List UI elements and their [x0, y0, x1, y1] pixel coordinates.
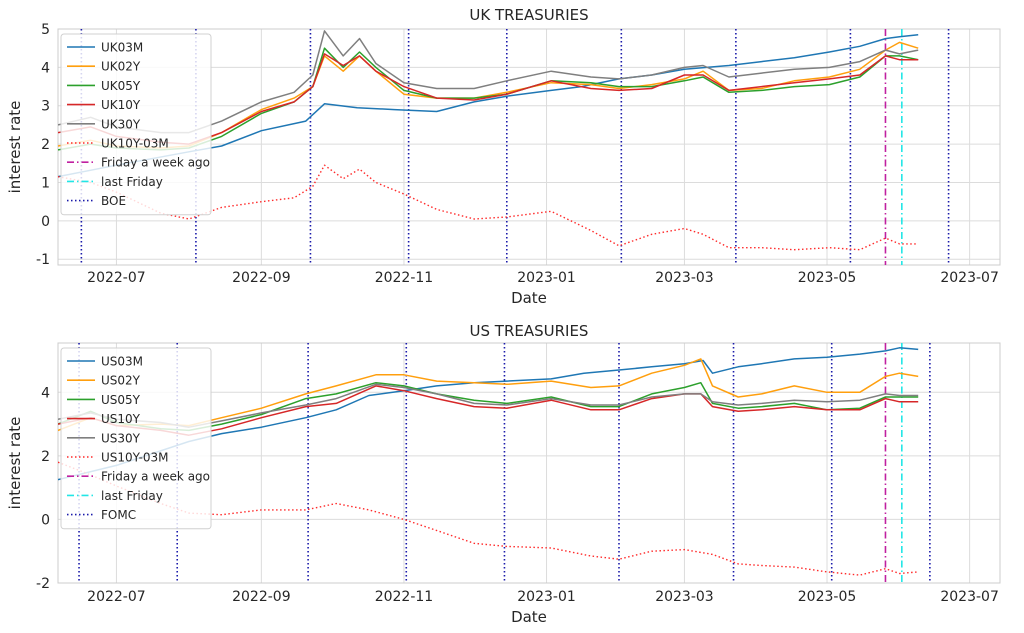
legend-box: [60, 347, 212, 530]
series-line-uk30y: [58, 30, 919, 134]
x-tick-label: 2022-09: [232, 270, 291, 286]
series-line-us03m: [58, 347, 919, 481]
legend: UK03M UK02Y UK05Y UK10Y UK30Y UK10Y-03M Friday…: [60, 33, 212, 216]
y-tick-label: 0: [41, 214, 50, 230]
legend-label: US03M: [101, 355, 143, 369]
x-tick-label: 2023-07: [940, 589, 999, 605]
legend-label: UK10Y: [101, 98, 141, 112]
y-tick-label: 2: [41, 449, 50, 465]
y-axis-label: interest rate: [6, 417, 24, 510]
legend-label: US30Y: [101, 431, 141, 445]
legend-label: BOE: [101, 194, 126, 208]
series-line-uk03m: [58, 34, 919, 178]
x-tick-label: 2022-11: [375, 589, 434, 605]
x-axis-label: Date: [511, 289, 547, 307]
legend-label: US05Y: [101, 393, 141, 407]
plot-layer: [58, 29, 950, 265]
legend-label: UK03M: [101, 41, 143, 55]
legend-label: last Friday: [101, 489, 163, 503]
x-tick-label: 2023-07: [940, 270, 999, 286]
legend-label: UK02Y: [101, 60, 141, 74]
legend-label: UK05Y: [101, 79, 141, 93]
legend-label: US10Y: [101, 412, 141, 426]
series-line-uk10y: [58, 53, 919, 145]
chart-title: US TREASURIES: [470, 322, 589, 340]
x-tick-label: 2023-03: [655, 270, 714, 286]
legend-label: US02Y: [101, 374, 141, 388]
x-tick-label: 2023-05: [798, 270, 857, 286]
x-tick-label: 2022-07: [87, 589, 146, 605]
plot-frame: [57, 28, 1001, 266]
legend-box: [60, 33, 212, 216]
y-tick-label: 5: [41, 22, 50, 38]
y-tick-label: 4: [41, 385, 50, 401]
x-axis-label: Date: [511, 608, 547, 626]
x-tick-label: 2022-09: [232, 589, 291, 605]
x-tick-label: 2023-05: [798, 589, 857, 605]
legend-label: Friday a week ago: [101, 470, 210, 484]
legend-label: FOMC: [101, 508, 136, 522]
legend-label: UK30Y: [101, 117, 141, 131]
legend-label: US10Y-03M: [101, 451, 169, 465]
x-tick-label: 2023-01: [517, 589, 576, 605]
uk-treasuries-chart: -1 0 1 2 3 4 5 2022-07 2022-09 2022-11 2023-01 2023…: [6, 6, 1001, 307]
series-line-uk05y: [58, 47, 919, 151]
y-axis-label: interest rate: [6, 101, 24, 194]
y-tick-label: -2: [36, 576, 50, 592]
series-line-uk10y-03m: [58, 164, 919, 251]
plot-frame: [57, 342, 1001, 584]
y-tick-label: 4: [41, 60, 50, 76]
x-tick-label: 2023-03: [655, 589, 714, 605]
x-tick-label: 2022-11: [375, 270, 434, 286]
y-tick-label: 3: [41, 99, 50, 115]
legend-label: Friday a week ago: [101, 156, 210, 170]
legend-label: last Friday: [101, 175, 163, 189]
legend-label: UK10Y-03M: [101, 137, 169, 151]
legend: US03M US02Y US05Y US10Y US30Y US10Y-03M Friday…: [60, 347, 212, 530]
y-tick-label: -1: [36, 252, 50, 268]
chart-title: UK TREASURIES: [469, 6, 588, 24]
y-tick-label: 0: [41, 512, 50, 528]
y-tick-label: 2: [41, 137, 50, 153]
x-tick-label: 2022-07: [87, 270, 146, 286]
y-tick-label: 1: [41, 175, 50, 191]
us-treasuries-chart: -2 0 2 4 2022-07 2022-09 2022-11 2023-01 2023-03…: [6, 322, 1001, 626]
x-tick-label: 2023-01: [517, 270, 576, 286]
